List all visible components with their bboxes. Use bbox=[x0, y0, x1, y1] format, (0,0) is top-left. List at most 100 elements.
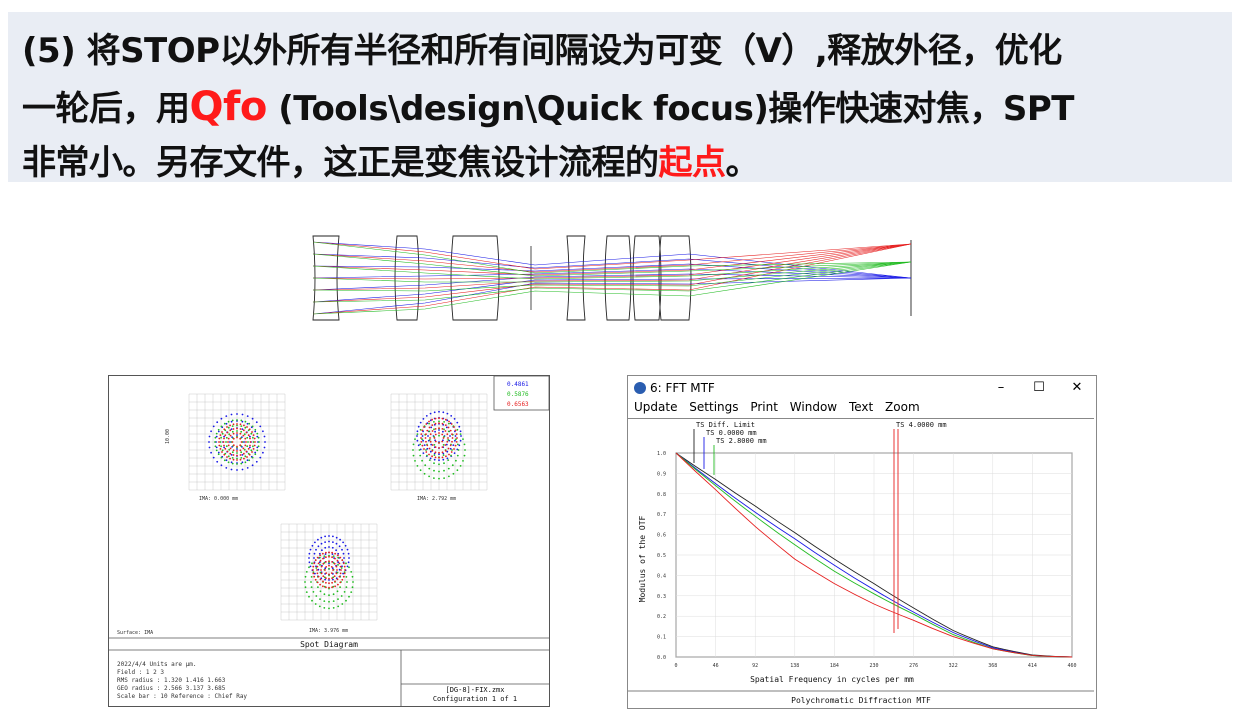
spot-point bbox=[239, 428, 242, 430]
spot-point bbox=[448, 422, 450, 425]
ray bbox=[312, 241, 912, 274]
spot-point bbox=[452, 444, 455, 446]
menu-window[interactable]: Window bbox=[789, 400, 838, 414]
spot-point bbox=[448, 453, 450, 456]
spot-point bbox=[264, 441, 266, 443]
spot-point bbox=[241, 468, 244, 471]
spot-point bbox=[319, 564, 321, 566]
mtf-legend-label-3: TS 2.8000 mm bbox=[716, 437, 767, 445]
lens-element-4 bbox=[566, 235, 586, 321]
spot-point bbox=[215, 449, 218, 452]
spot-point bbox=[239, 423, 242, 426]
menu-update[interactable]: Update bbox=[634, 400, 678, 414]
spot-point bbox=[452, 472, 455, 475]
spot-point bbox=[344, 569, 346, 571]
spot-point bbox=[325, 551, 327, 554]
maximize-button[interactable]: ☐ bbox=[1033, 380, 1045, 395]
spot-point bbox=[428, 453, 430, 456]
menu-zoom[interactable]: Zoom bbox=[885, 400, 920, 414]
spot-point bbox=[445, 426, 448, 429]
spot-point bbox=[312, 569, 314, 571]
spot-point bbox=[416, 465, 419, 467]
spot-point bbox=[253, 437, 256, 440]
spot-point bbox=[464, 449, 466, 451]
ray bbox=[312, 243, 912, 273]
spot-point bbox=[345, 586, 348, 588]
spot-point bbox=[324, 541, 326, 543]
spot-point bbox=[250, 432, 253, 435]
spot-point bbox=[318, 561, 321, 564]
spot-point bbox=[232, 423, 235, 426]
spot-info-line-4: GEO radius : 2.566 3.137 3.685 bbox=[117, 685, 226, 692]
spot-point bbox=[221, 431, 223, 433]
mtf-legend-label-1: TS Diff. Limit bbox=[696, 421, 755, 429]
menu-text[interactable]: Text bbox=[848, 400, 874, 414]
spot-point bbox=[434, 428, 437, 430]
mtf-x-tick-label: 184 bbox=[830, 663, 839, 669]
spot-point bbox=[441, 422, 444, 425]
spot-point bbox=[221, 432, 224, 435]
spot-point bbox=[426, 447, 429, 450]
spot-point bbox=[309, 565, 312, 568]
spot-point bbox=[449, 447, 452, 450]
spot-point bbox=[462, 460, 464, 462]
spot-point bbox=[236, 463, 238, 465]
spot-point bbox=[438, 410, 440, 413]
spot-point bbox=[236, 448, 238, 450]
spot-point bbox=[305, 571, 308, 573]
spot-point bbox=[444, 450, 447, 452]
spot-point bbox=[244, 420, 247, 423]
spot-point bbox=[427, 435, 429, 437]
spot-point bbox=[236, 423, 238, 425]
spot-point bbox=[236, 469, 238, 471]
mtf-x-tick-label: 414 bbox=[1028, 663, 1037, 669]
spot-point bbox=[225, 441, 227, 443]
spot-point bbox=[446, 440, 449, 443]
lens-element-6 bbox=[632, 235, 662, 321]
spot-point bbox=[227, 420, 230, 423]
spot-point bbox=[311, 544, 314, 547]
spot-point bbox=[346, 548, 349, 551]
spot-point bbox=[457, 449, 460, 451]
spot-point bbox=[227, 441, 229, 443]
spot-point bbox=[246, 422, 249, 425]
spot-point bbox=[219, 441, 222, 443]
spot-point bbox=[453, 448, 455, 450]
spot-point bbox=[317, 575, 320, 578]
spot-point bbox=[332, 569, 334, 571]
spot-point bbox=[331, 581, 333, 584]
spot-point bbox=[345, 576, 348, 578]
spot-point bbox=[325, 577, 327, 579]
spot-point bbox=[335, 565, 338, 568]
spot-point bbox=[241, 454, 244, 456]
spot-point bbox=[425, 451, 428, 453]
close-button[interactable]: ✕ bbox=[1071, 380, 1083, 395]
minimize-button[interactable]: – bbox=[997, 380, 1005, 395]
spot-point bbox=[322, 562, 325, 565]
spot-point bbox=[463, 443, 466, 446]
spot-point bbox=[249, 437, 251, 440]
spot-point bbox=[445, 418, 447, 421]
spot-point bbox=[239, 454, 242, 456]
spot-point bbox=[236, 413, 238, 415]
spot-point bbox=[428, 426, 431, 429]
spot-point bbox=[459, 439, 462, 442]
spot-point bbox=[244, 455, 247, 458]
mtf-x-tick-label: 138 bbox=[790, 663, 799, 669]
lens-element-3 bbox=[450, 235, 500, 321]
spot-point bbox=[335, 542, 338, 545]
heading-line-2-post: (Tools\design\Quick focus)操作快速对焦，SPT bbox=[266, 89, 1074, 129]
spot-point bbox=[314, 541, 316, 544]
spot-point bbox=[230, 420, 233, 423]
spot-point bbox=[314, 559, 317, 562]
mtf-series-4 bbox=[675, 452, 1073, 658]
menu-settings[interactable]: Settings bbox=[689, 400, 739, 414]
ray bbox=[312, 261, 912, 283]
spot-point bbox=[447, 437, 449, 439]
menu-print[interactable]: Print bbox=[750, 400, 778, 414]
spot-point bbox=[428, 467, 431, 470]
spot-point bbox=[434, 456, 437, 459]
spot-point bbox=[332, 593, 335, 596]
spot-point bbox=[333, 562, 336, 565]
spot-point bbox=[308, 552, 311, 555]
